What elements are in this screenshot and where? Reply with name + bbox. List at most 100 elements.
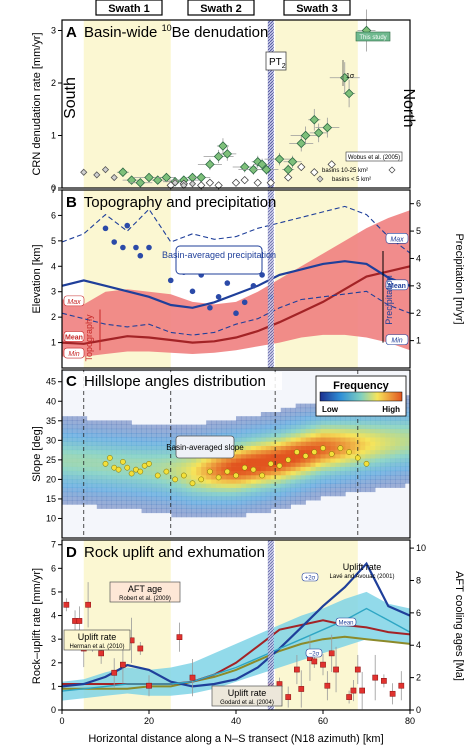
heat-cell [191, 504, 197, 509]
heat-cell [211, 433, 217, 438]
heat-cell [156, 462, 162, 467]
heat-cell [121, 433, 127, 438]
heat-cell [285, 437, 291, 442]
heat-cell [370, 462, 376, 467]
heat-cell [111, 420, 117, 425]
colorbar-low: Low [322, 405, 339, 414]
heat-cell [390, 454, 396, 459]
heat-cell [325, 428, 331, 434]
heat-cell [116, 449, 122, 455]
heat-cell [405, 420, 411, 425]
heat-cell [305, 424, 311, 430]
heat-cell [116, 504, 122, 509]
heat-cell [121, 491, 127, 497]
heat-cell [111, 441, 117, 446]
heat-cell [156, 487, 162, 493]
heat-cell [121, 449, 127, 455]
heat-cell [231, 496, 237, 501]
this-study-point-13 [222, 149, 233, 159]
heat-cell [206, 458, 212, 463]
heat-cell [231, 491, 237, 497]
precip-min-line [61, 290, 411, 336]
heat-cell [405, 416, 411, 421]
heat-cell [270, 445, 277, 451]
wobus-point-6 [240, 175, 249, 185]
heat-cell [91, 466, 98, 472]
this-study-point-17 [257, 159, 267, 170]
heat-cell [380, 466, 386, 472]
heat-cell [305, 479, 311, 484]
heat-cell [310, 458, 316, 463]
heat-cell [81, 454, 88, 459]
heat-cell [86, 496, 93, 501]
pt2-subscript: 2 [282, 63, 286, 70]
heat-cell [96, 496, 103, 501]
heat-cell [375, 428, 381, 434]
heat-cell [265, 412, 272, 417]
heat-cell [66, 428, 73, 434]
heat-cell [405, 454, 411, 459]
heat-cell [66, 437, 73, 442]
heat-cell [290, 420, 296, 425]
heat-cell [201, 496, 207, 501]
heat-cell [265, 424, 272, 430]
heat-cell [260, 416, 267, 421]
heat-cell [350, 454, 356, 459]
heat-cell [285, 445, 291, 451]
south-label: South [62, 77, 79, 119]
heat-cell [270, 454, 277, 459]
heat-cell [275, 412, 282, 417]
heat-cell [365, 416, 371, 421]
heat-cell [290, 466, 296, 472]
heat-cell [131, 428, 137, 434]
heat-cell [106, 420, 113, 425]
heat-cell [101, 466, 108, 472]
this-study-point-24 [309, 114, 320, 125]
heat-cell [330, 470, 336, 476]
legend-wobus: Wobus et al. (2005) [348, 155, 400, 161]
heat-cell [305, 437, 311, 442]
heat-cell [141, 508, 147, 514]
heat-cell [136, 428, 142, 434]
heat-cell [400, 466, 406, 472]
heat-cell [350, 466, 356, 472]
heat-cell [136, 449, 142, 455]
heat-cell [62, 496, 68, 501]
topography-label: Topography [84, 314, 94, 362]
heat-cell [315, 441, 321, 446]
heat-cell [370, 470, 376, 476]
heat-cell [395, 466, 401, 472]
heat-cell [340, 475, 346, 480]
heat-cell [186, 496, 192, 501]
heat-cell [405, 462, 411, 467]
aft-age-point-31 [389, 690, 396, 697]
heat-cell [101, 454, 108, 459]
heat-cell [196, 508, 202, 514]
heat-cell [136, 487, 142, 493]
heat-cell [221, 508, 227, 514]
heat-cell [81, 466, 88, 472]
heat-cell [325, 470, 331, 476]
heat-cell [106, 504, 113, 509]
heat-cell [81, 491, 88, 497]
heat-cell [340, 416, 346, 421]
heat-cell [240, 508, 247, 514]
heat-cell [71, 475, 78, 480]
heat-cell [231, 428, 237, 434]
heat-cell [81, 428, 88, 434]
heat-cell [201, 466, 207, 472]
heat-cell [350, 437, 356, 442]
heat-cell [345, 479, 351, 484]
heat-cell [111, 433, 117, 438]
heat-cell [390, 470, 396, 476]
herman-callout-title: Uplift rate [78, 632, 117, 642]
aft-age-point-0 [63, 601, 70, 608]
x-tick-label-40: 40 [231, 716, 241, 726]
panel-d-yl-tick-label-4: 4 [51, 611, 56, 621]
swath-3-label: Swath 3 [296, 3, 338, 15]
heat-cell [156, 496, 162, 501]
heat-cell [240, 428, 247, 434]
heat-cell [116, 491, 122, 497]
heat-cell [345, 445, 351, 451]
